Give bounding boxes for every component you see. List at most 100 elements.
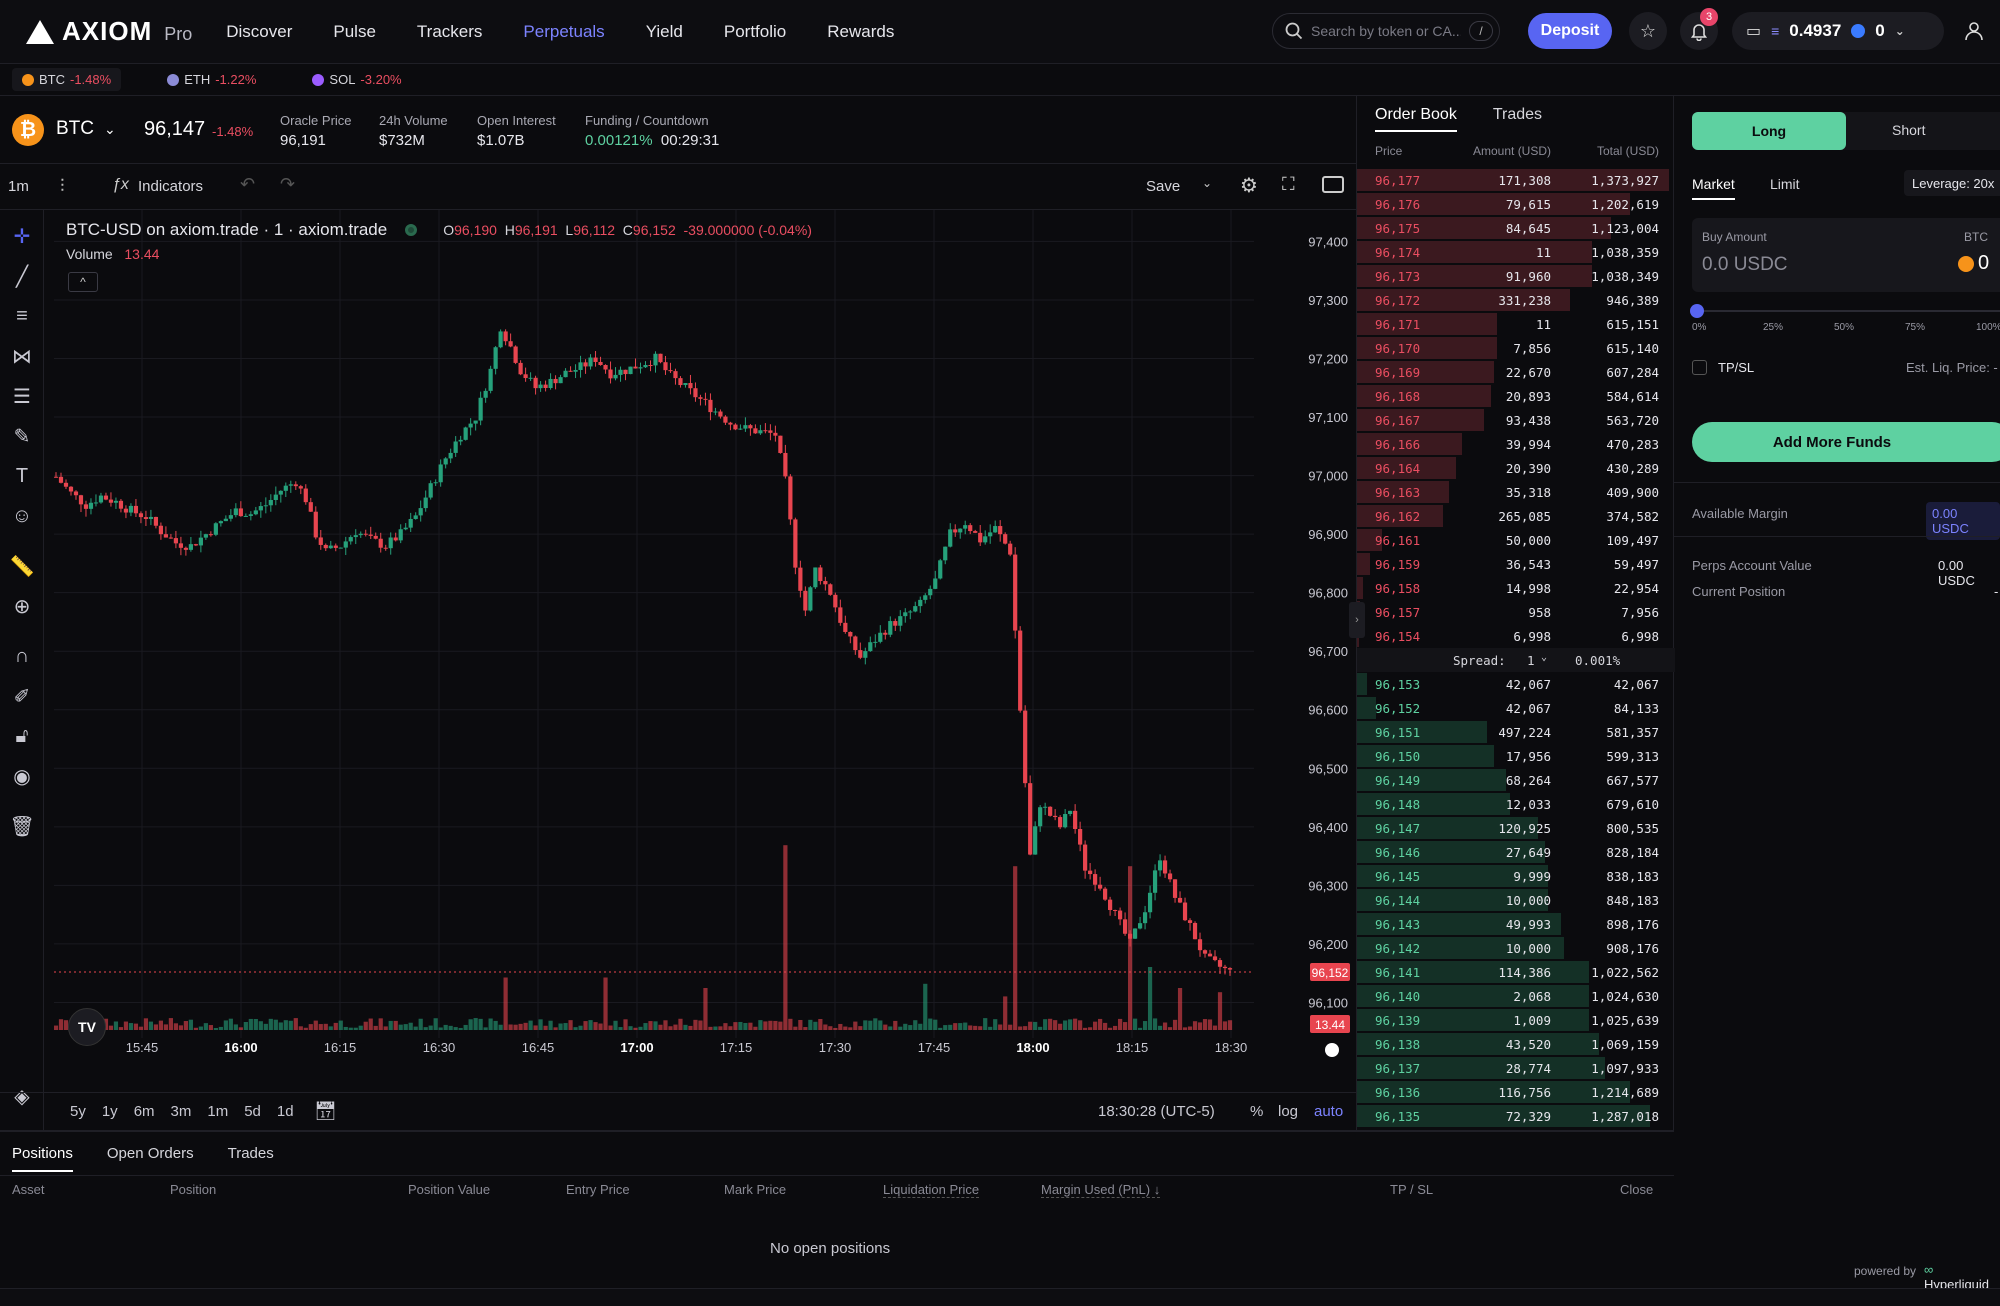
ask-row[interactable]: 96,158 14,998 22,954 bbox=[1357, 576, 1675, 600]
bid-row[interactable]: 96,139 1,009 1,025,639 bbox=[1357, 1008, 1675, 1032]
bid-row[interactable]: 96,149 68,264 667,577 bbox=[1357, 768, 1675, 792]
range-6m[interactable]: 6m bbox=[133, 1103, 155, 1120]
ask-row[interactable]: 96,169 22,670 607,284 bbox=[1357, 360, 1675, 384]
bid-row[interactable]: 96,140 2,068 1,024,630 bbox=[1357, 984, 1675, 1008]
deposit-button[interactable]: Deposit bbox=[1528, 13, 1612, 49]
eye-visibility-icon[interactable]: ◉ bbox=[13, 765, 31, 788]
candle-type-icon[interactable]: ⫶ bbox=[60, 176, 65, 196]
screenshot-camera-icon[interactable] bbox=[1322, 176, 1344, 193]
text-tool-icon[interactable]: T bbox=[15, 464, 29, 487]
ask-row[interactable]: 96,163 35,318 409,900 bbox=[1357, 480, 1675, 504]
nav-perpetuals[interactable]: Perpetuals bbox=[523, 21, 605, 41]
range-5y[interactable]: 5y bbox=[70, 1103, 86, 1120]
tpsl-checkbox[interactable] bbox=[1692, 360, 1707, 375]
profile-user-icon[interactable] bbox=[1955, 12, 1993, 50]
size-slider-track[interactable] bbox=[1692, 310, 2000, 312]
trend-line-icon[interactable]: ╱ bbox=[15, 265, 29, 288]
range-3m[interactable]: 3m bbox=[170, 1103, 192, 1120]
buy-amount-field[interactable]: Buy Amount BTC 0.0 USDC 0 bbox=[1692, 218, 2000, 292]
spread-step-selector[interactable]: 1 bbox=[1527, 653, 1535, 668]
ruler-icon[interactable]: 📏 bbox=[9, 555, 35, 578]
bid-row[interactable]: 96,150 17,956 599,313 bbox=[1357, 744, 1675, 768]
bid-row[interactable]: 96,145 9,999 838,183 bbox=[1357, 864, 1675, 888]
crosshair-icon[interactable]: ✛ bbox=[13, 225, 31, 248]
bid-row[interactable]: 96,144 10,000 848,183 bbox=[1357, 888, 1675, 912]
ask-row[interactable]: 96,176 79,615 1,202,619 bbox=[1357, 192, 1675, 216]
ask-row[interactable]: 96,168 20,893 584,614 bbox=[1357, 384, 1675, 408]
ask-row[interactable]: 96,164 20,390 430,289 bbox=[1357, 456, 1675, 480]
ticker-eth[interactable]: ETH -1.22% bbox=[157, 68, 266, 91]
bid-row[interactable]: 96,143 49,993 898,176 bbox=[1357, 912, 1675, 936]
tab-order-book[interactable]: Order Book bbox=[1375, 106, 1457, 132]
range-1m[interactable]: 1m bbox=[207, 1103, 229, 1120]
price-chart[interactable]: 97,400 97,300 97,200 97,100 97,000 96,900 96,8… bbox=[53, 210, 1354, 1062]
lock-icon[interactable]: 🔓︎ bbox=[15, 724, 29, 747]
brush-icon[interactable]: ✎ bbox=[13, 425, 31, 448]
redo-icon[interactable]: ↷ bbox=[280, 174, 296, 194]
bid-row[interactable]: 96,141 114,386 1,022,562 bbox=[1357, 960, 1675, 984]
tab-trades[interactable]: Trades bbox=[227, 1145, 274, 1162]
bid-row[interactable]: 96,153 42,067 42,067 bbox=[1357, 672, 1675, 696]
leverage-selector[interactable]: Leverage: 20x bbox=[1904, 170, 2000, 196]
ask-row[interactable]: 96,159 36,543 59,497 bbox=[1357, 552, 1675, 576]
collapse-legend-button[interactable]: ^ bbox=[68, 272, 98, 292]
nav-portfolio[interactable]: Portfolio bbox=[723, 21, 787, 41]
percent-scale-toggle[interactable]: % bbox=[1250, 1103, 1264, 1120]
bid-row[interactable]: 96,152 42,067 84,133 bbox=[1357, 696, 1675, 720]
ask-row[interactable]: 96,161 50,000 109,497 bbox=[1357, 528, 1675, 552]
long-button[interactable]: Long bbox=[1692, 112, 1846, 150]
lock-drawing-icon[interactable]: ✐ bbox=[13, 685, 31, 708]
ask-row[interactable]: 96,177 171,308 1,373,927 bbox=[1357, 168, 1675, 192]
search-box[interactable]: / bbox=[1272, 13, 1500, 49]
search-input[interactable] bbox=[1311, 23, 1461, 39]
positions-col-header[interactable]: Margin Used (PnL) ↓ bbox=[1041, 1182, 1161, 1198]
zoom-in-icon[interactable]: ⊕ bbox=[13, 595, 31, 618]
nav-rewards[interactable]: Rewards bbox=[827, 21, 895, 41]
ask-row[interactable]: 96,175 84,645 1,123,004 bbox=[1357, 216, 1675, 240]
bid-row[interactable]: 96,136 116,756 1,214,689 bbox=[1357, 1080, 1675, 1104]
fullscreen-icon[interactable]: ⛶ bbox=[1282, 174, 1295, 194]
ask-row[interactable]: 96,162 265,085 374,582 bbox=[1357, 504, 1675, 528]
wallet-dropdown[interactable]: ▭ ≡ 0.4937 0 ⌄ bbox=[1732, 12, 1944, 50]
market-selector[interactable]: BTC ⌄ bbox=[56, 118, 116, 140]
pattern-icon[interactable]: ⋈ bbox=[12, 345, 32, 368]
range-1d[interactable]: 1d bbox=[276, 1103, 294, 1120]
ticker-sol[interactable]: SOL -3.20% bbox=[302, 68, 411, 91]
save-layout-button[interactable]: Save bbox=[1146, 178, 1181, 195]
bid-row[interactable]: 96,135 72,329 1,287,018 bbox=[1357, 1104, 1675, 1128]
slider-mark[interactable]: 75% bbox=[1905, 322, 1926, 333]
fib-retracement-icon[interactable]: ☰ bbox=[13, 385, 31, 408]
collapse-panel-chevron-icon[interactable]: › bbox=[1349, 602, 1365, 638]
slider-mark[interactable]: 25% bbox=[1763, 322, 1784, 333]
ask-row[interactable]: 96,167 93,438 563,720 bbox=[1357, 408, 1675, 432]
trash-icon[interactable]: 🗑︎ bbox=[9, 815, 35, 838]
watchlist-star-icon[interactable]: ☆ bbox=[1629, 12, 1667, 50]
buy-amount-input[interactable]: 0.0 USDC bbox=[1702, 254, 1788, 275]
ticker-btc[interactable]: BTC -1.48% bbox=[12, 68, 122, 91]
tradingview-logo-icon[interactable]: TV bbox=[68, 1008, 106, 1046]
size-slider-handle[interactable] bbox=[1690, 304, 1704, 318]
bid-row[interactable]: 96,137 28,774 1,097,933 bbox=[1357, 1056, 1675, 1080]
ask-row[interactable]: 96,166 39,994 470,283 bbox=[1357, 432, 1675, 456]
log-scale-toggle[interactable]: log bbox=[1278, 1103, 1299, 1120]
slider-mark[interactable]: 100% bbox=[1976, 322, 2000, 333]
ask-row[interactable]: 96,154 6,998 6,998 bbox=[1357, 624, 1675, 648]
nav-discover[interactable]: Discover bbox=[226, 21, 293, 41]
ask-row[interactable]: 96,172 331,238 946,389 bbox=[1357, 288, 1675, 312]
tab-market[interactable]: Market bbox=[1692, 176, 1735, 200]
add-more-funds-button[interactable]: Add More Funds bbox=[1692, 422, 2000, 462]
ask-row[interactable]: 96,171 11 615,151 bbox=[1357, 312, 1675, 336]
ask-row[interactable]: 96,157 958 7,956 bbox=[1357, 600, 1675, 624]
interval-selector[interactable]: 1m bbox=[8, 178, 29, 195]
bid-row[interactable]: 96,151 497,224 581,357 bbox=[1357, 720, 1675, 744]
ask-row[interactable]: 96,170 7,856 615,140 bbox=[1357, 336, 1675, 360]
bid-row[interactable]: 96,146 27,649 828,184 bbox=[1357, 840, 1675, 864]
nav-trackers[interactable]: Trackers bbox=[416, 21, 483, 41]
bid-row[interactable]: 96,148 12,033 679,610 bbox=[1357, 792, 1675, 816]
calendar-icon[interactable]: 📅︎ bbox=[314, 1101, 337, 1121]
chevron-down-icon[interactable]: ⌄ bbox=[1202, 176, 1213, 190]
range-5d[interactable]: 5d bbox=[244, 1103, 261, 1120]
undo-icon[interactable]: ↶ bbox=[240, 174, 256, 194]
tab-limit[interactable]: Limit bbox=[1770, 176, 1800, 192]
horizontal-lines-icon[interactable]: ≡ bbox=[16, 304, 28, 327]
